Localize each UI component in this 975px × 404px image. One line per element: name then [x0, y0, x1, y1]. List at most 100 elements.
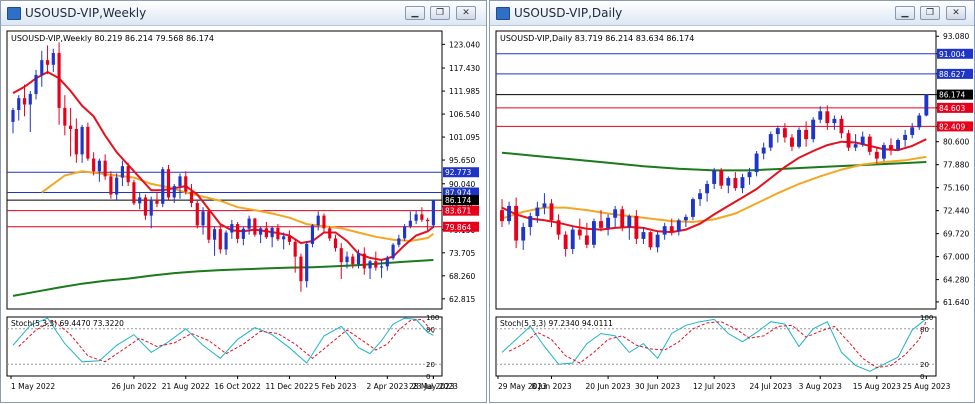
- candle-body: [889, 145, 893, 150]
- close-icon[interactable]: ✕: [946, 6, 966, 20]
- x-tick-label: 8 Jun 2023: [531, 382, 572, 391]
- candle-body: [662, 226, 667, 235]
- x-tick-label: 1 May 2022: [11, 382, 55, 391]
- y-tick-label: 77.880: [943, 161, 969, 170]
- stoch-main-line: [501, 318, 927, 372]
- price-level-label: 86.174: [939, 91, 965, 100]
- candle-body: [705, 183, 710, 194]
- fast-moving-average-line: [12, 70, 434, 262]
- candle-body: [754, 153, 759, 173]
- price-level-label: 82.409: [939, 122, 965, 131]
- candle-body: [924, 94, 929, 116]
- candle-body: [698, 193, 702, 200]
- candle-body: [797, 129, 801, 147]
- candle-body: [535, 207, 540, 217]
- candle-body: [345, 256, 349, 263]
- daily-title-bar[interactable]: USOUSD-VIP,Daily ▁ ❐ ✕: [490, 1, 974, 26]
- stoch-header-label: Stoch(5,3,3) 97.2340 94.0111: [500, 319, 613, 328]
- daily-candlestick-chart[interactable]: USOUSD-VIP,Daily 83.719 86.214 83.634 86…: [490, 1, 975, 404]
- minimize-icon[interactable]: ▁: [405, 6, 425, 20]
- price-level-tag: [443, 221, 479, 232]
- y-tick-label: 106.540: [449, 110, 480, 119]
- candle-body: [761, 147, 766, 154]
- candle-body: [115, 177, 119, 195]
- candle-body: [408, 220, 412, 227]
- candle-body: [310, 225, 315, 244]
- price-level-tag: [937, 121, 973, 132]
- chart-window-icon: [496, 7, 510, 20]
- candle-body: [247, 218, 251, 229]
- y-tick-label: 64.280: [943, 276, 969, 285]
- candle-body: [782, 128, 787, 138]
- candle-body: [403, 226, 407, 239]
- candle-body: [655, 234, 660, 248]
- candle-body: [514, 205, 519, 241]
- candle-body: [431, 199, 435, 226]
- candle-body: [420, 214, 424, 220]
- candle-body: [528, 216, 533, 228]
- candle-body: [397, 238, 401, 245]
- candle-body: [51, 52, 55, 65]
- candle-body: [853, 144, 858, 148]
- x-tick-label: 26 Jun 2022: [111, 382, 156, 391]
- candle-body: [584, 235, 589, 245]
- y-tick-label: 95.650: [449, 156, 475, 165]
- candle-body: [86, 126, 90, 159]
- y-tick-label: 75.160: [943, 184, 969, 193]
- candle-body: [881, 145, 886, 159]
- slow-moving-average-line: [501, 151, 927, 172]
- candle-body: [172, 186, 176, 198]
- x-tick-label: 11 Dec 2022: [265, 382, 313, 391]
- candle-body: [832, 118, 837, 124]
- candle-body: [740, 177, 745, 189]
- price-level-label: 91.004: [939, 50, 965, 59]
- candle-body: [500, 210, 504, 222]
- restore-icon[interactable]: ❐: [920, 6, 940, 20]
- price-level-tag: [937, 48, 973, 59]
- y-tick-label: 80.600: [943, 138, 969, 147]
- daily-window-title: USOUSD-VIP,Daily: [514, 6, 623, 20]
- price-level-label: 79.864: [445, 223, 471, 232]
- candle-body: [103, 160, 107, 177]
- candle-body: [811, 119, 816, 140]
- candle-body: [613, 209, 618, 218]
- candle-body: [521, 227, 526, 241]
- x-tick-label: 28 May 2023: [409, 382, 458, 391]
- weekly-title-bar[interactable]: USOUSD-VIP,Weekly ▁ ❐ ✕: [1, 1, 486, 26]
- price-level-label: 83.671: [445, 207, 471, 216]
- candle-body: [224, 232, 228, 250]
- candle-body: [351, 256, 355, 265]
- weekly-candlestick-chart[interactable]: USOUSD-VIP,Weekly 80.219 86.214 79.568 8…: [1, 1, 488, 404]
- candle-body: [322, 215, 326, 229]
- candle-body: [276, 227, 280, 240]
- x-tick-label: 12 Jul 2023: [693, 382, 736, 391]
- candle-body: [507, 205, 512, 222]
- restore-icon[interactable]: ❐: [430, 6, 450, 20]
- candle-body: [212, 229, 217, 240]
- chart-window-icon: [7, 7, 21, 20]
- candle-body: [97, 160, 101, 172]
- candle-body: [563, 234, 568, 250]
- candle-body: [120, 166, 125, 178]
- candle-body: [299, 256, 303, 282]
- candle-body: [719, 170, 724, 186]
- close-icon[interactable]: ✕: [456, 6, 476, 20]
- stoch-tick-label: 100: [426, 314, 439, 322]
- stoch-signal-line: [508, 320, 927, 369]
- candle-body: [860, 136, 865, 145]
- candle-body: [676, 220, 681, 232]
- candle-body: [109, 176, 113, 195]
- candle-body: [917, 115, 922, 128]
- price-level-label: 84.603: [939, 104, 965, 113]
- candle-body: [270, 227, 274, 238]
- y-tick-label: 111.985: [449, 87, 480, 96]
- candle-body: [259, 228, 263, 235]
- stoch-header-label: Stoch(5,3,3) 69.4470 73.3220: [11, 319, 124, 328]
- candle-body: [790, 137, 794, 147]
- candle-body: [22, 98, 27, 105]
- candle-body: [804, 129, 809, 140]
- minimize-icon[interactable]: ▁: [895, 6, 915, 20]
- candle-body: [132, 182, 136, 204]
- candle-body: [45, 60, 50, 65]
- candle-body: [155, 200, 159, 204]
